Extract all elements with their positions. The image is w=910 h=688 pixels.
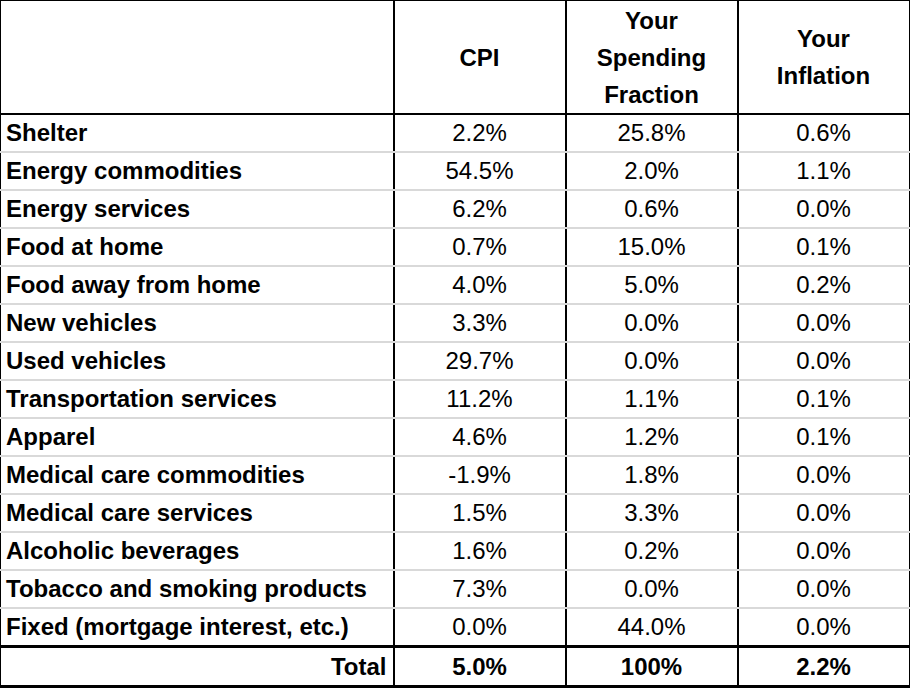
header-cpi: CPI (394, 1, 566, 115)
cell-fraction: 25.8% (566, 114, 738, 152)
table-row: Energy commodities 54.5% 2.0% 1.1% (1, 152, 910, 190)
row-label-food-at-home: Food at home (1, 228, 394, 266)
cell-cpi: 3.3% (394, 304, 566, 342)
cell-fraction: 1.2% (566, 418, 738, 456)
row-label-tobacco: Tobacco and smoking products (1, 570, 394, 608)
cell-inflation: 0.0% (738, 190, 910, 228)
cell-inflation: 0.0% (738, 304, 910, 342)
cell-cpi: 29.7% (394, 342, 566, 380)
cell-cpi: 7.3% (394, 570, 566, 608)
row-label-energy-services: Energy services (1, 190, 394, 228)
cell-fraction: 0.2% (566, 532, 738, 570)
personal-inflation-table: CPI Your Spending Fraction Your Inflatio… (0, 0, 910, 688)
total-label: Total (1, 647, 394, 687)
cell-fraction: 3.3% (566, 494, 738, 532)
table-row: Food away from home 4.0% 5.0% 0.2% (1, 266, 910, 304)
cell-fraction: 1.8% (566, 456, 738, 494)
cell-cpi: 6.2% (394, 190, 566, 228)
row-label-transportation-services: Transportation services (1, 380, 394, 418)
row-label-apparel: Apparel (1, 418, 394, 456)
cell-fraction: 0.0% (566, 304, 738, 342)
row-label-new-vehicles: New vehicles (1, 304, 394, 342)
cell-fraction: 2.0% (566, 152, 738, 190)
table-row: New vehicles 3.3% 0.0% 0.0% (1, 304, 910, 342)
total-fraction: 100% (566, 647, 738, 687)
table-row: Apparel 4.6% 1.2% 0.1% (1, 418, 910, 456)
table-row: Tobacco and smoking products 7.3% 0.0% 0… (1, 570, 910, 608)
cell-inflation: 0.0% (738, 494, 910, 532)
total-row: Total 5.0% 100% 2.2% (1, 647, 910, 687)
cell-cpi: 0.7% (394, 228, 566, 266)
total-inflation: 2.2% (738, 647, 910, 687)
row-label-used-vehicles: Used vehicles (1, 342, 394, 380)
row-label-shelter: Shelter (1, 114, 394, 152)
cell-cpi: -1.9% (394, 456, 566, 494)
row-label-medical-commodities: Medical care commodities (1, 456, 394, 494)
table-footer: Total 5.0% 100% 2.2% (1, 647, 910, 687)
cell-fraction: 0.0% (566, 570, 738, 608)
table-row: Medical care services 1.5% 3.3% 0.0% (1, 494, 910, 532)
cell-cpi: 11.2% (394, 380, 566, 418)
total-cpi: 5.0% (394, 647, 566, 687)
cell-inflation: 0.1% (738, 380, 910, 418)
cell-cpi: 4.6% (394, 418, 566, 456)
header-row: CPI Your Spending Fraction Your Inflatio… (1, 1, 910, 115)
cell-fraction: 0.0% (566, 342, 738, 380)
table-row: Medical care commodities -1.9% 1.8% 0.0% (1, 456, 910, 494)
row-label-fixed: Fixed (mortgage interest, etc.) (1, 608, 394, 646)
cell-fraction: 5.0% (566, 266, 738, 304)
inflation-table-container: CPI Your Spending Fraction Your Inflatio… (0, 0, 910, 688)
table-row: Fixed (mortgage interest, etc.) 0.0% 44.… (1, 608, 910, 646)
cell-fraction: 15.0% (566, 228, 738, 266)
cell-fraction: 1.1% (566, 380, 738, 418)
cell-cpi: 1.5% (394, 494, 566, 532)
cell-inflation: 0.2% (738, 266, 910, 304)
cell-inflation: 0.0% (738, 570, 910, 608)
table-body: Shelter 2.2% 25.8% 0.6% Energy commoditi… (1, 114, 910, 647)
cell-inflation: 0.0% (738, 532, 910, 570)
cell-cpi: 4.0% (394, 266, 566, 304)
cell-inflation: 0.1% (738, 228, 910, 266)
row-label-energy-commodities: Energy commodities (1, 152, 394, 190)
cell-cpi: 1.6% (394, 532, 566, 570)
cell-cpi: 0.0% (394, 608, 566, 646)
table-header: CPI Your Spending Fraction Your Inflatio… (1, 1, 910, 115)
row-label-medical-services: Medical care services (1, 494, 394, 532)
header-category-blank (1, 1, 394, 115)
cell-fraction: 44.0% (566, 608, 738, 646)
cell-fraction: 0.6% (566, 190, 738, 228)
table-row: Used vehicles 29.7% 0.0% 0.0% (1, 342, 910, 380)
table-row: Food at home 0.7% 15.0% 0.1% (1, 228, 910, 266)
cell-inflation: 0.0% (738, 608, 910, 646)
cell-cpi: 54.5% (394, 152, 566, 190)
row-label-food-away: Food away from home (1, 266, 394, 304)
row-label-alcoholic-beverages: Alcoholic beverages (1, 532, 394, 570)
table-row: Energy services 6.2% 0.6% 0.0% (1, 190, 910, 228)
table-row: Alcoholic beverages 1.6% 0.2% 0.0% (1, 532, 910, 570)
table-row: Shelter 2.2% 25.8% 0.6% (1, 114, 910, 152)
header-your-inflation: Your Inflation (738, 1, 910, 115)
table-row: Transportation services 11.2% 1.1% 0.1% (1, 380, 910, 418)
cell-inflation: 0.0% (738, 456, 910, 494)
cell-inflation: 0.0% (738, 342, 910, 380)
cell-inflation: 1.1% (738, 152, 910, 190)
cell-cpi: 2.2% (394, 114, 566, 152)
cell-inflation: 0.1% (738, 418, 910, 456)
header-spending-fraction: Your Spending Fraction (566, 1, 738, 115)
cell-inflation: 0.6% (738, 114, 910, 152)
